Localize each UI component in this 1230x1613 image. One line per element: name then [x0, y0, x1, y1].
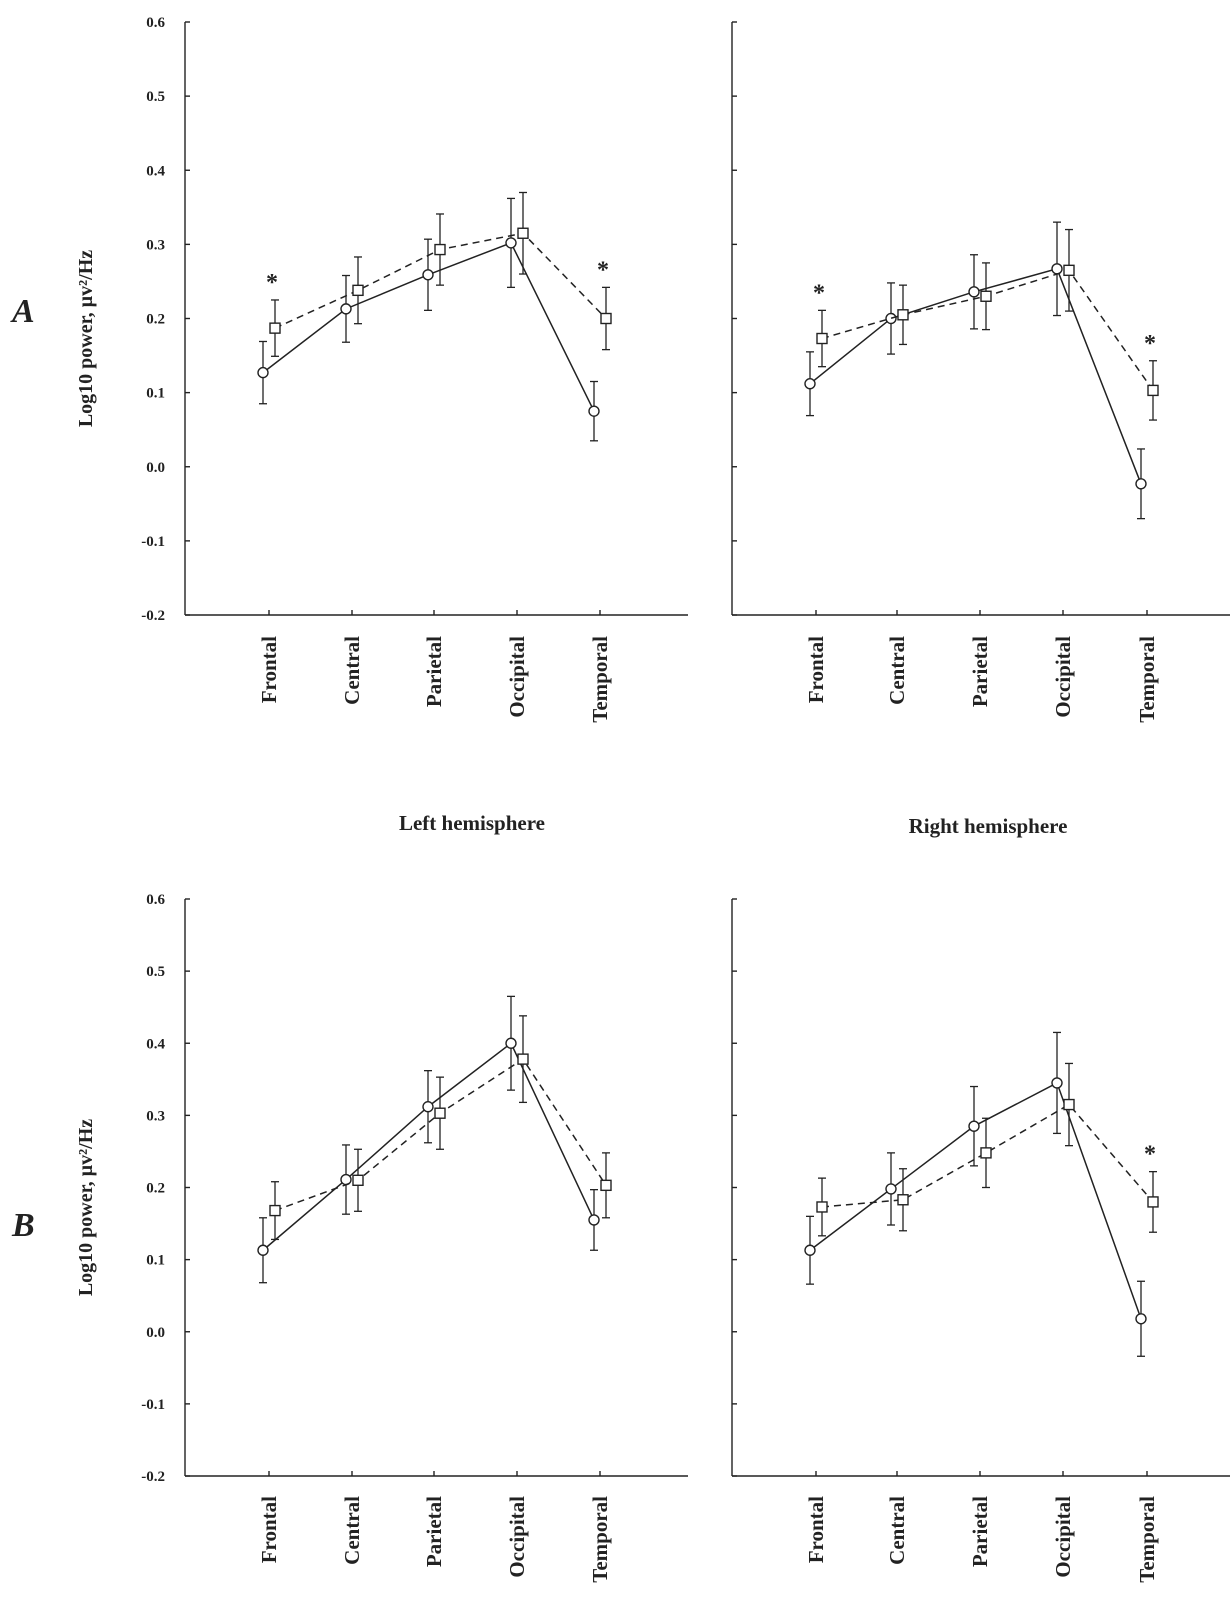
data-point-square [269, 322, 281, 334]
x-tick-label-central: Central [885, 1496, 909, 1565]
series-line-circle [809, 1081, 1142, 1320]
significance-marker: * [1144, 331, 1156, 357]
data-point-square [980, 290, 992, 302]
data-point-circle [1051, 263, 1063, 275]
data-point-circle [505, 237, 517, 249]
y-tick-label: -0.2 [141, 608, 165, 624]
data-point-square [1147, 384, 1159, 397]
y-tick-label: 0.1 [146, 1253, 165, 1269]
chart-panel-2: 0.6 0.5 0.4 0.3 0.2 0.1 0.0 -0.1 -0.2 Log10 power… [75, 892, 688, 1583]
y-axis-title: Log10 power, µv²/Hz [75, 1119, 97, 1296]
x-tick-label-central: Central [885, 636, 909, 705]
x-tick-label-parietal: Parietal [968, 1496, 992, 1567]
y-tick-label: 0.2 [146, 1181, 165, 1197]
x-tick-label-frontal: Frontal [804, 636, 828, 703]
data-point-circle [422, 1101, 434, 1113]
data-point-square [269, 1204, 281, 1217]
data-point-circle [968, 1120, 980, 1132]
y-axis-title: Log10 power, µv²/Hz [75, 250, 97, 427]
x-tick-label-occipital: Occipital [505, 636, 529, 718]
x-tick-label-occipital: Occipital [1051, 1496, 1075, 1578]
x-tick-label-temporal: Temporal [588, 636, 612, 723]
x-tick-label-parietal: Parietal [422, 1496, 446, 1567]
y-tick-label: -0.2 [141, 1469, 165, 1485]
y-tick-label: 0.3 [146, 237, 165, 253]
data-point-circle [804, 378, 816, 390]
y-tick-label: 0.2 [146, 312, 165, 328]
data-point-circle [340, 1173, 352, 1186]
data-point-circle [1135, 1313, 1147, 1325]
x-tick-label-frontal: Frontal [804, 1496, 828, 1563]
data-point-square [352, 284, 364, 297]
data-point-square [816, 332, 828, 345]
data-point-circle [968, 286, 980, 298]
data-point-square [1063, 264, 1075, 277]
data-point-square [600, 1179, 612, 1192]
hemisphere-label-left: Left hemisphere [399, 811, 545, 835]
panel-letter-b: B [11, 1207, 35, 1244]
x-tick-label-occipital: Occipital [505, 1496, 529, 1578]
y-tick-label: 0.5 [146, 89, 165, 105]
y-tick-label: -0.1 [141, 534, 165, 550]
y-tick-label: 0.0 [146, 1325, 165, 1341]
chart-panel-3: Frontal Central Parietal Occipital Temporal * [731, 898, 1230, 1583]
data-point-square [897, 309, 909, 321]
y-tick-label: 0.6 [146, 15, 165, 31]
significance-marker: * [266, 270, 278, 296]
significance-marker: * [813, 280, 825, 306]
significance-marker: * [597, 257, 609, 283]
chart-panel-0: 0.6 0.5 0.4 0.3 0.2 0.1 0.0 -0.1 -0.2 Log10 power… [75, 15, 688, 723]
significance-marker: * [1144, 1142, 1156, 1168]
y-tick-label: 0.1 [146, 386, 165, 402]
x-tick-label-temporal: Temporal [588, 1496, 612, 1583]
data-point-square [517, 227, 529, 239]
data-point-square [352, 1174, 364, 1186]
x-tick-label-occipital: Occipital [1051, 636, 1075, 718]
data-point-square [600, 312, 612, 325]
data-point-square [1063, 1098, 1075, 1111]
data-point-square [434, 1107, 446, 1119]
data-point-square [1147, 1196, 1159, 1208]
x-tick-label-central: Central [340, 636, 364, 705]
y-tick-label: 0.5 [146, 964, 165, 980]
data-point-circle [885, 1183, 897, 1195]
y-tick-label: 0.6 [146, 892, 165, 908]
y-tick-label: 0.3 [146, 1108, 165, 1124]
y-tick-label: 0.4 [146, 1036, 165, 1052]
series-line-square [821, 1103, 1154, 1208]
y-tick-label: 0.4 [146, 163, 165, 179]
data-point-circle [588, 405, 600, 417]
data-point-circle [588, 1214, 600, 1226]
data-point-circle [505, 1037, 517, 1049]
data-point-circle [422, 269, 434, 281]
x-tick-label-temporal: Temporal [1135, 1496, 1159, 1583]
data-point-circle [804, 1244, 816, 1256]
data-point-square [816, 1201, 828, 1213]
charts-layer: 0.6 0.5 0.4 0.3 0.2 0.1 0.0 -0.1 -0.2 Log10 power… [75, 15, 1230, 1583]
x-tick-label-central: Central [340, 1496, 364, 1565]
data-point-circle [340, 303, 352, 315]
x-tick-label-frontal: Frontal [257, 636, 281, 703]
data-point-circle [1051, 1077, 1063, 1089]
x-tick-label-temporal: Temporal [1135, 636, 1159, 723]
data-point-circle [885, 312, 897, 325]
y-tick-label: -0.1 [141, 1397, 165, 1413]
x-tick-label-parietal: Parietal [968, 636, 992, 707]
data-point-square [434, 243, 446, 256]
chart-panel-1: Frontal Central Parietal Occipital Temporal *… [731, 21, 1230, 723]
data-point-square [897, 1194, 909, 1206]
data-point-circle [257, 1244, 269, 1256]
data-point-square [980, 1147, 992, 1159]
data-point-circle [257, 366, 269, 379]
x-tick-label-frontal: Frontal [257, 1496, 281, 1563]
data-point-circle [1135, 478, 1147, 490]
panel-letter-a: A [10, 293, 35, 330]
data-point-square [517, 1053, 529, 1065]
x-tick-label-parietal: Parietal [422, 636, 446, 707]
y-tick-label: 0.0 [146, 460, 165, 476]
hemisphere-label-right: Right hemisphere [909, 814, 1068, 838]
